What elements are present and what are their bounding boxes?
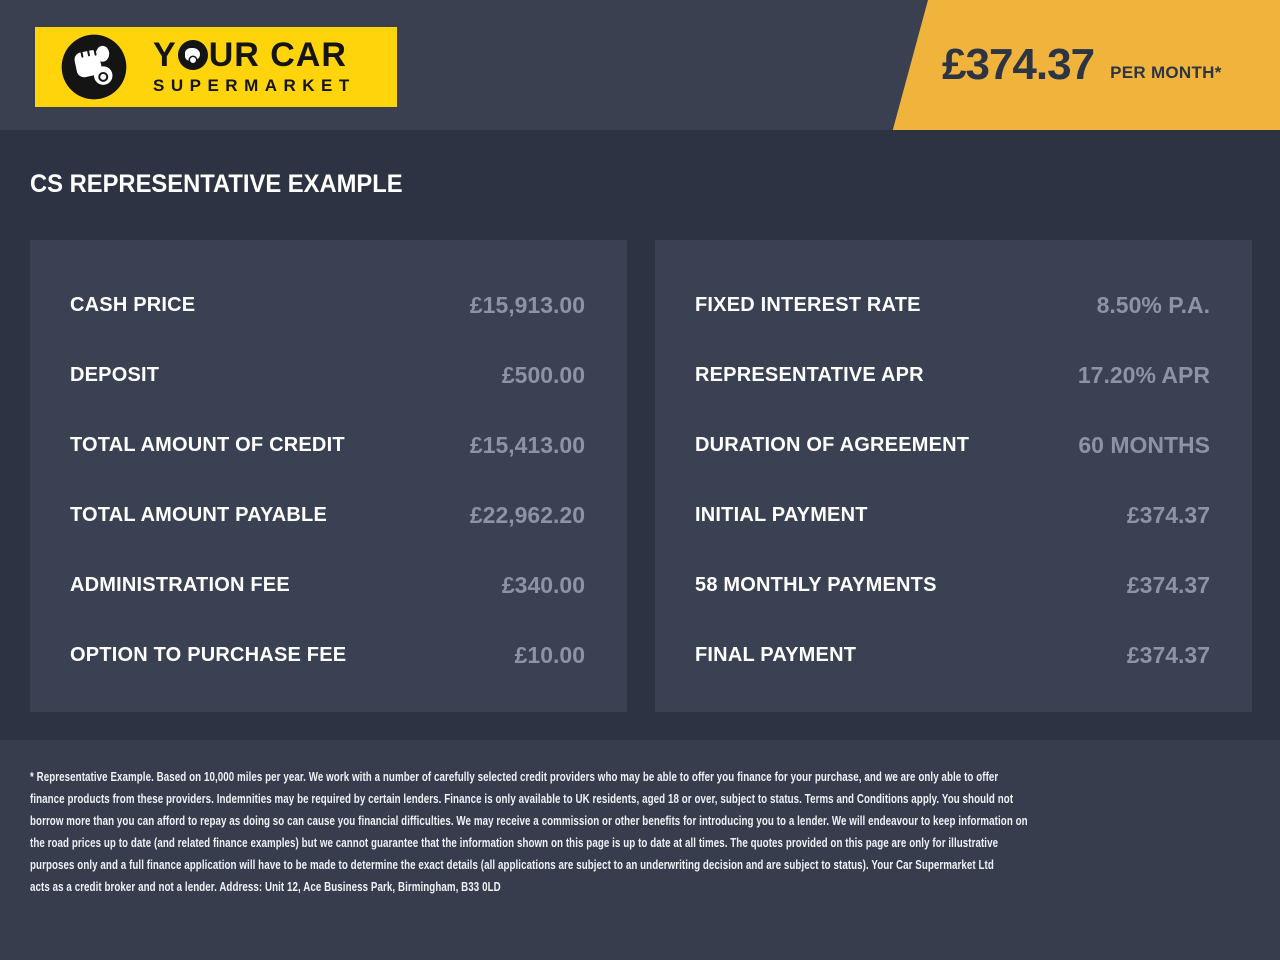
monthly-price-period: PER MONTH* xyxy=(1110,63,1222,82)
pointing-hand-icon xyxy=(61,34,127,100)
finance-row-interest-rate: FIXED INTEREST RATE 8.50% P.A. xyxy=(695,270,1210,340)
finance-row-value: £15,413.00 xyxy=(469,431,585,458)
finance-row-value: £374.37 xyxy=(1126,501,1210,528)
finance-row-value: £374.37 xyxy=(1126,641,1210,668)
finance-panel-right: FIXED INTEREST RATE 8.50% P.A. REPRESENT… xyxy=(655,240,1252,712)
finance-row-value: 60 MONTHS xyxy=(1078,431,1210,458)
finance-row-initial-payment: INITIAL PAYMENT £374.37 xyxy=(695,480,1210,550)
your-car-supermarket-logo: Y UR CAR SUPERMARKET xyxy=(35,27,397,107)
finance-row-option-fee: OPTION TO PURCHASE FEE £10.00 xyxy=(70,620,585,690)
logo-title: Y UR CAR xyxy=(153,38,356,72)
disclaimer-line: purposes only and a full finance applica… xyxy=(30,858,994,872)
finance-row-label: CASH PRICE xyxy=(70,293,196,316)
finance-row-label: DURATION OF AGREEMENT xyxy=(695,433,970,456)
disclaimer-line: the road prices up to date (and related … xyxy=(30,836,999,850)
logo-o-fist-icon xyxy=(177,40,208,70)
disclaimer-line: * Representative Example. Based on 10,00… xyxy=(30,770,999,784)
finance-row-value: £10.00 xyxy=(514,641,585,668)
finance-row-value: £15,913.00 xyxy=(469,291,585,318)
finance-row-duration: DURATION OF AGREEMENT 60 MONTHS xyxy=(695,410,1210,480)
finance-row-value: 8.50% P.A. xyxy=(1096,291,1210,318)
finance-row-monthly-payments: 58 MONTHLY PAYMENTS £374.37 xyxy=(695,550,1210,620)
finance-row-cash-price: CASH PRICE £15,913.00 xyxy=(70,270,585,340)
disclaimer-text: * Representative Example. Based on 10,00… xyxy=(30,766,1028,898)
finance-row-total-payable: TOTAL AMOUNT PAYABLE £22,962.20 xyxy=(70,480,585,550)
finance-row-final-payment: FINAL PAYMENT £374.37 xyxy=(695,620,1210,690)
finance-row-admin-fee: ADMINISTRATION FEE £340.00 xyxy=(70,550,585,620)
finance-row-value: £340.00 xyxy=(501,571,585,598)
disclaimer-footer: * Representative Example. Based on 10,00… xyxy=(0,740,1280,960)
logo-title-part1: Y xyxy=(153,36,177,74)
finance-row-value: 17.20% APR xyxy=(1077,361,1210,388)
finance-row-label: TOTAL AMOUNT OF CREDIT xyxy=(70,433,345,456)
disclaimer-line: finance products from these providers. I… xyxy=(30,792,1014,806)
logo-title-part2: UR CAR xyxy=(208,36,347,74)
price-per-month-banner: £374.37 PER MONTH* xyxy=(892,0,1280,130)
finance-row-total-credit: TOTAL AMOUNT OF CREDIT £15,413.00 xyxy=(70,410,585,480)
logo-subtitle: SUPERMARKET xyxy=(153,76,356,95)
finance-row-label: INITIAL PAYMENT xyxy=(695,503,868,526)
finance-row-label: FINAL PAYMENT xyxy=(695,643,857,666)
finance-row-label: OPTION TO PURCHASE FEE xyxy=(70,643,347,666)
finance-row-label: REPRESENTATIVE APR xyxy=(695,363,924,386)
finance-row-label: DEPOSIT xyxy=(70,363,160,386)
disclaimer-line: acts as a credit broker and not a lender… xyxy=(30,880,501,894)
finance-row-value: £374.37 xyxy=(1126,571,1210,598)
monthly-price-amount: £374.37 xyxy=(942,40,1095,89)
finance-panel-left: CASH PRICE £15,913.00 DEPOSIT £500.00 TO… xyxy=(30,240,627,712)
finance-row-value: £500.00 xyxy=(501,361,585,388)
finance-row-label: TOTAL AMOUNT PAYABLE xyxy=(70,503,327,526)
header-bar: Y UR CAR SUPERMARKET £374.37 PER MONTH* xyxy=(0,0,1280,130)
finance-row-apr: REPRESENTATIVE APR 17.20% APR xyxy=(695,340,1210,410)
finance-row-value: £22,962.20 xyxy=(469,501,585,528)
finance-row-deposit: DEPOSIT £500.00 xyxy=(70,340,585,410)
finance-row-label: 58 MONTHLY PAYMENTS xyxy=(695,573,937,596)
disclaimer-line: borrow more than you can afford to repay… xyxy=(30,814,1028,828)
finance-row-label: FIXED INTEREST RATE xyxy=(695,293,921,316)
logo-text: Y UR CAR SUPERMARKET xyxy=(153,38,356,96)
page-title: CS REPRESENTATIVE EXAMPLE xyxy=(30,170,403,198)
finance-row-label: ADMINISTRATION FEE xyxy=(70,573,290,596)
